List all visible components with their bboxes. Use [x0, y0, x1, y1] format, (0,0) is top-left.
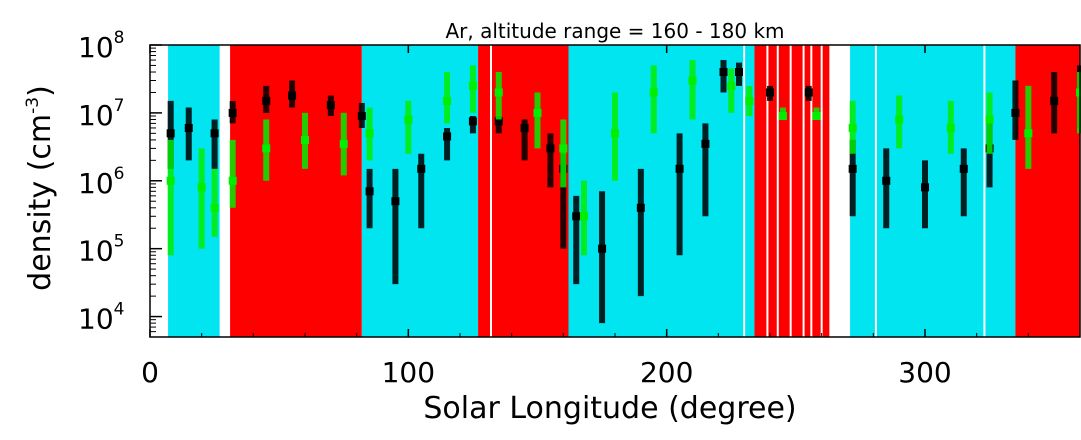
series-1-point-0 [166, 176, 175, 185]
series-1-point-23 [895, 115, 904, 124]
series-0-point-29 [959, 164, 968, 173]
series-1-point-21 [812, 111, 821, 120]
x-tick-label-2: 200 [640, 356, 693, 389]
chart-title: Ar, altitude range = 160 - 180 km [445, 19, 784, 43]
y-axis-label: density (cm-3) [23, 85, 58, 291]
series-1-point-16 [649, 88, 658, 97]
y-axis-label-suffix: ) [23, 85, 58, 97]
series-0-point-19 [636, 203, 645, 212]
series-0-point-1 [184, 123, 193, 132]
series-0-point-22 [719, 68, 728, 77]
y-tick-label-3: 107 [78, 96, 124, 132]
series-1-point-12 [533, 108, 542, 117]
series-0-point-8 [365, 187, 374, 196]
series-0-point-5 [288, 91, 297, 100]
series-0-point-11 [443, 132, 452, 141]
series-1-point-27 [1076, 88, 1081, 97]
series-0-point-18 [598, 244, 607, 253]
series-1-point-7 [365, 129, 374, 138]
x-tick-label-1: 100 [382, 356, 435, 389]
data-gap-lines [490, 45, 986, 337]
series-0-point-25 [804, 88, 813, 97]
series-0-point-31 [1011, 108, 1020, 117]
x-axis-label: Solar Longitude (degree) [423, 391, 796, 426]
background-band-9 [850, 45, 1016, 337]
background-band-7 [754, 45, 830, 337]
series-0-point-28 [921, 183, 929, 192]
series-1-point-13 [559, 144, 568, 153]
y-tick-label-0: 104 [78, 300, 124, 336]
series-0-point-26 [848, 164, 857, 173]
series-1-point-11 [494, 88, 503, 97]
background-band-8 [829, 45, 851, 337]
y-tick-label-2: 106 [78, 164, 124, 200]
y-tick-label-1: 105 [78, 232, 124, 268]
series-0-point-24 [766, 88, 774, 97]
x-tick-label-0: 0 [141, 356, 159, 389]
series-1-point-17 [688, 76, 697, 85]
series-1-point-6 [339, 139, 348, 148]
y-axis-label-prefix: density (cm [23, 114, 58, 291]
series-1-point-5 [301, 135, 309, 144]
series-0-point-10 [417, 164, 426, 173]
series-0-point-6 [326, 101, 335, 110]
axis-ticks: 0 100 200 300 104 105 106 107 108 [78, 28, 1081, 389]
series-0-point-3 [228, 108, 237, 117]
series-0-point-0 [166, 129, 175, 138]
season-bands [150, 45, 1080, 337]
series-0-point-14 [520, 123, 529, 132]
series-0-point-32 [1050, 96, 1059, 105]
series-1-point-26 [1024, 129, 1033, 138]
series-0-point-27 [882, 176, 891, 185]
series-1-point-9 [443, 96, 452, 105]
background-band-10 [1015, 45, 1080, 337]
series-0-point-13 [494, 117, 503, 126]
series-1-point-22 [848, 123, 857, 132]
series-1-point-14 [580, 212, 588, 221]
series-1-point-19 [745, 96, 754, 105]
y-tick-label-4: 108 [78, 28, 124, 64]
series-1-point-3 [228, 176, 237, 185]
series-0-point-21 [701, 139, 710, 148]
background-band-6 [568, 45, 755, 337]
series-0-point-23 [735, 68, 743, 77]
series-0-point-15 [546, 144, 555, 153]
series-0-point-20 [675, 164, 684, 173]
series-1-point-25 [985, 115, 994, 124]
series-0-point-7 [357, 111, 366, 120]
series-1-point-1 [197, 183, 206, 192]
background-band-1 [168, 45, 220, 337]
series-1-point-18 [727, 81, 736, 90]
series-0-point-9 [391, 197, 400, 206]
series-0-point-2 [210, 129, 219, 138]
series-0-point-17 [572, 212, 581, 221]
svg-text:density (cm-3): density (cm-3) [23, 85, 58, 291]
series-0-point-4 [262, 96, 271, 105]
series-1-point-2 [210, 203, 219, 212]
series-1-point-24 [946, 123, 955, 132]
y-axis-label-exponent: -3 [23, 97, 43, 114]
series-1-point-8 [404, 115, 413, 124]
background-band-5 [478, 45, 569, 337]
series-1-point-20 [778, 111, 787, 120]
x-tick-label-3: 300 [898, 356, 951, 389]
series-0-point-12 [468, 117, 477, 126]
series-1-point-4 [262, 144, 271, 153]
series-1-point-15 [611, 129, 619, 138]
background-band-3 [230, 45, 362, 337]
background-band-2 [219, 45, 231, 337]
series-1-point-10 [468, 81, 477, 90]
